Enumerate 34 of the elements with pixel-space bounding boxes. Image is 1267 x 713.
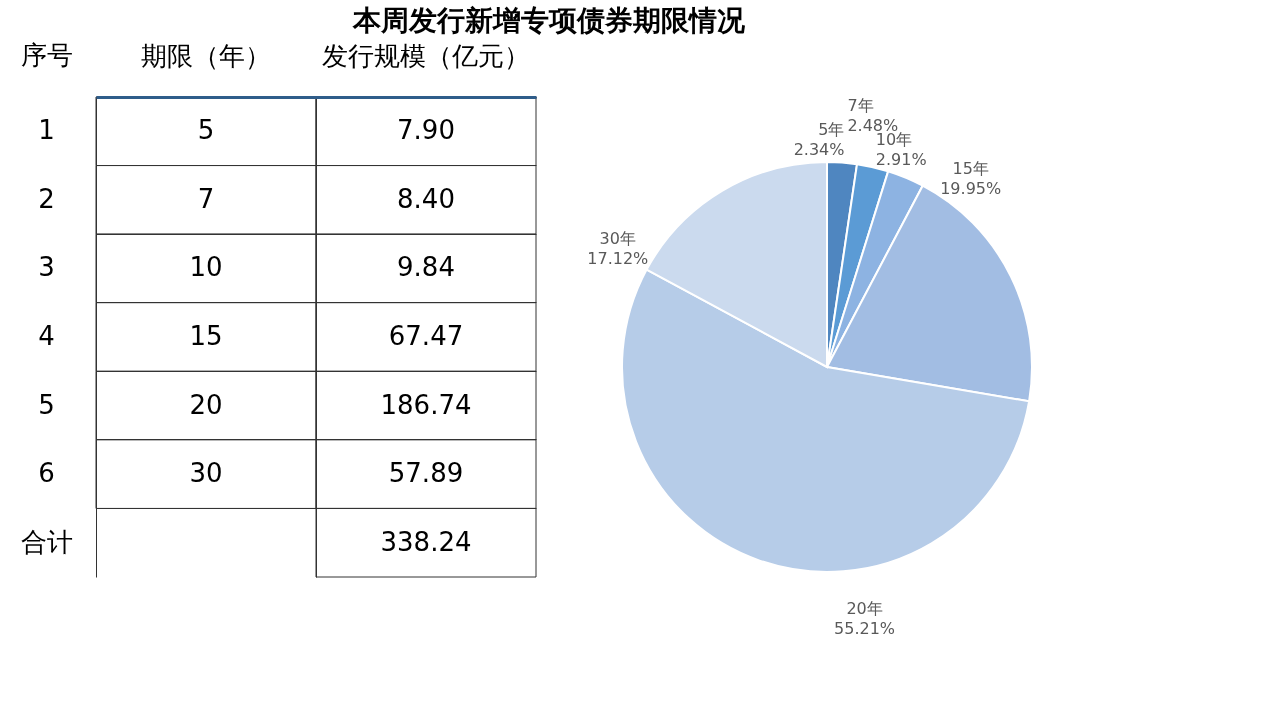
- data-label: 5: [197, 115, 215, 146]
- data-label: 10: [189, 252, 223, 283]
- data-label: 30: [189, 458, 223, 489]
- y-tick-label: 5: [38, 389, 55, 420]
- y-tick-label: 3: [38, 252, 55, 283]
- data-label: 15: [189, 321, 223, 351]
- y-tick-label: 6: [38, 458, 55, 489]
- data-label: 338.24: [380, 526, 472, 557]
- slice-label: 5年: [818, 119, 845, 139]
- slice-label: 20年: [846, 599, 883, 619]
- data-label: 17.12%: [587, 249, 649, 269]
- y-axis-title: 序号: [20, 39, 73, 70]
- y-tick-label: 4: [38, 321, 55, 351]
- data-label: 2.34%: [793, 139, 845, 159]
- slice-label: 30年: [599, 229, 636, 249]
- chart-title: 本周发行新增专项债券期限情况: [351, 4, 746, 37]
- data-label: 67.47: [388, 321, 464, 351]
- data-label: 8.40: [397, 183, 455, 214]
- x-tick-label: 发行规模（亿元）: [322, 40, 530, 71]
- data-label: 19.95%: [940, 178, 1002, 198]
- data-label: 7: [197, 183, 215, 214]
- x-tick-label: 期限（年）: [141, 40, 271, 71]
- data-label: 20: [189, 389, 223, 420]
- data-label: 9.84: [397, 252, 455, 283]
- slice-label: 7年: [847, 95, 874, 115]
- data-label: 7.90: [397, 115, 455, 146]
- y-tick-label: 合计: [20, 526, 73, 557]
- data-label: 2.91%: [875, 149, 927, 169]
- y-tick-label: 1: [38, 115, 55, 146]
- data-label: 57.89: [388, 458, 464, 489]
- y-tick-label: 2: [38, 183, 55, 214]
- data-label: 55.21%: [834, 619, 896, 639]
- slice-label: 15年: [952, 158, 989, 178]
- data-label: 186.74: [380, 389, 472, 420]
